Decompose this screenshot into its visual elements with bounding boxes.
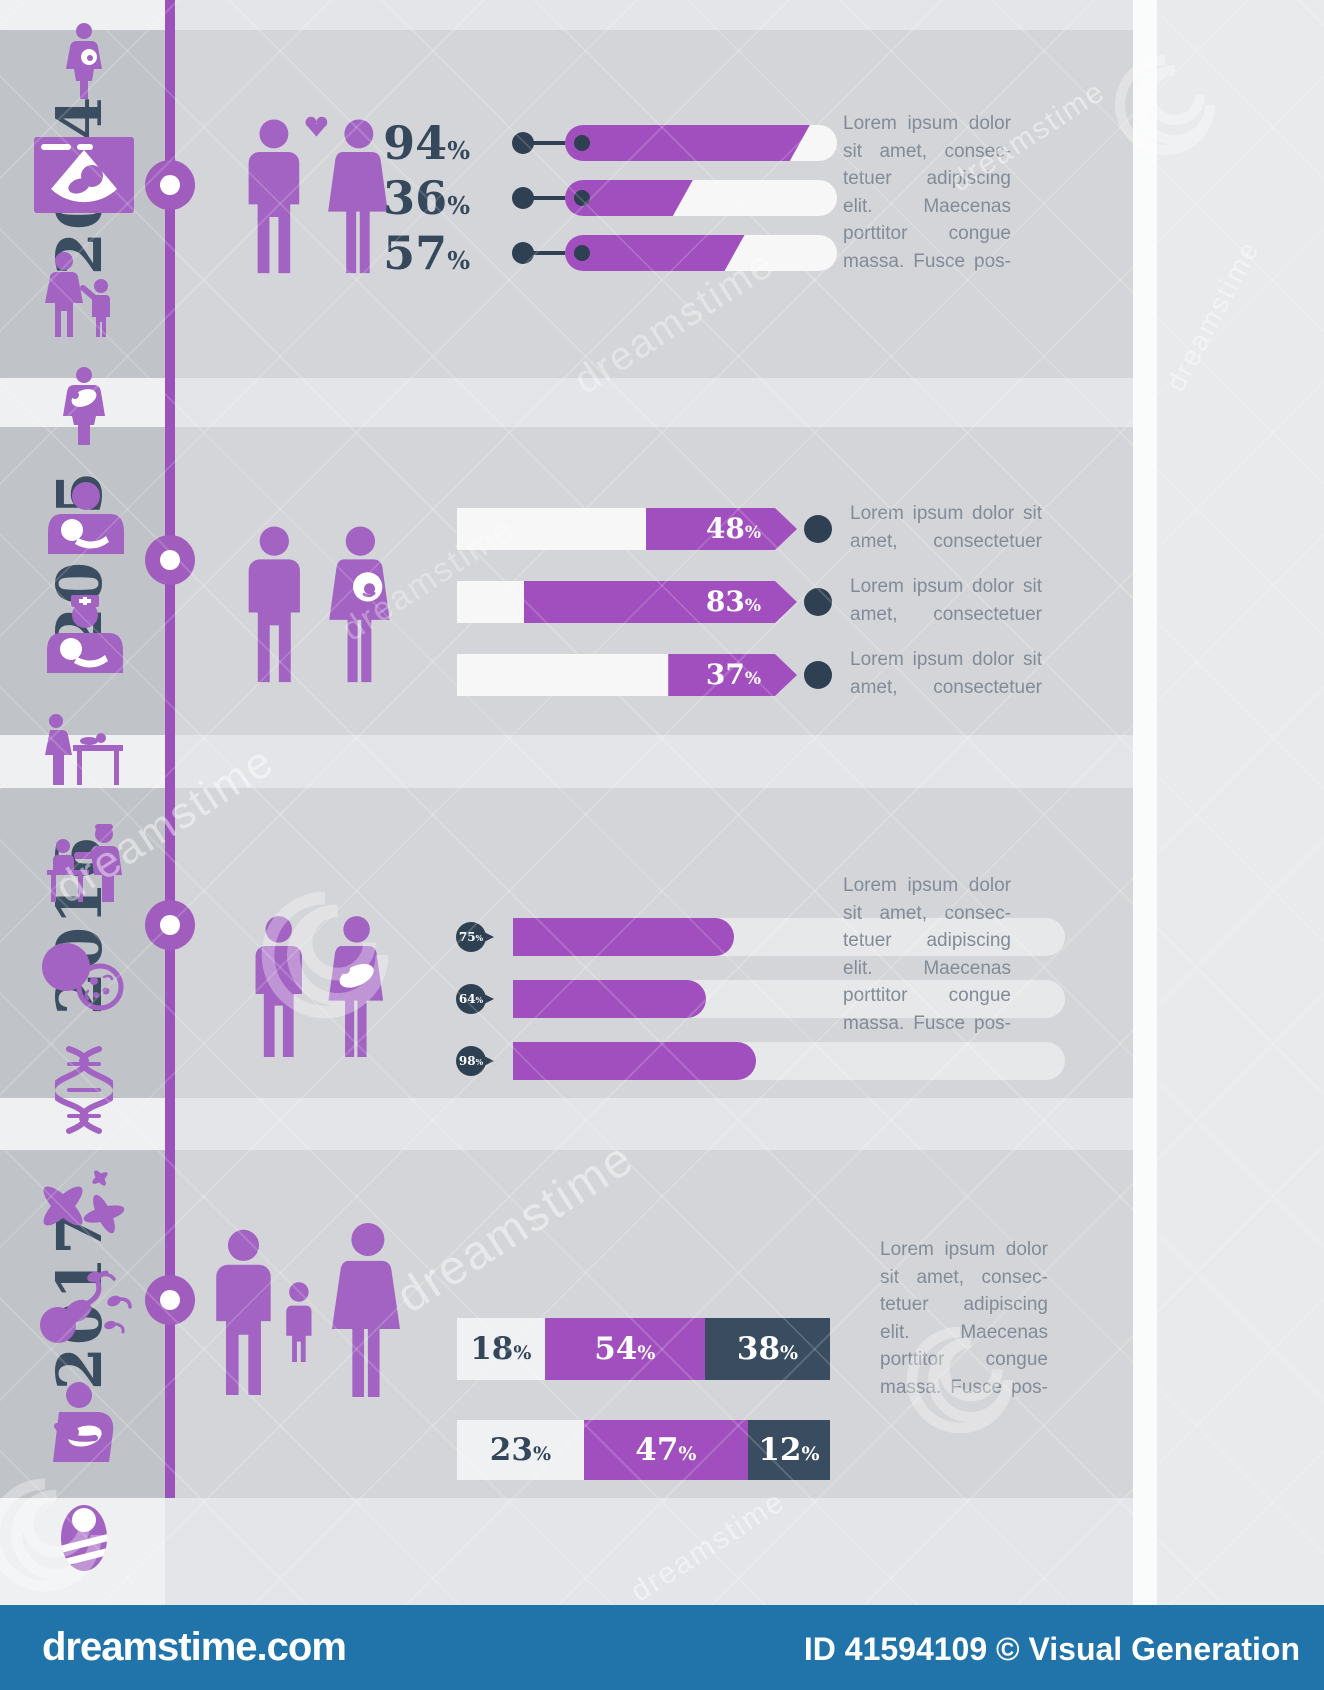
stacked-bar: 18% 54% 38%: [457, 1318, 830, 1380]
bar-start-dot: [574, 245, 590, 261]
footer-bar: dreamstime.com ID 41594109 © Visual Gene…: [0, 1605, 1324, 1690]
bar-fill: 83%: [524, 581, 797, 623]
divider-strip: [1133, 0, 1157, 1605]
caption-2015-2: Lorem ipsum dolor sit amet, consectetuer: [850, 576, 1042, 625]
chromosomes-icon: [0, 1168, 167, 1244]
segment: 38%: [705, 1318, 830, 1380]
timeline-node-2015: [145, 535, 195, 585]
ivf-cell-dish-icon: [0, 941, 167, 1013]
value-label: 36%: [383, 171, 470, 225]
bar-fill: [565, 235, 745, 271]
timeline-node-2017: [145, 1275, 195, 1325]
image-credit: ID 41594109 © Visual Generation: [803, 1631, 1300, 1667]
leader-line: [523, 251, 583, 255]
bar-track: [565, 235, 837, 271]
ultrasound-icon: [0, 137, 167, 213]
bar-start-dot: [574, 190, 590, 206]
leader-line: [523, 196, 583, 200]
bar-fill: 37%: [668, 654, 797, 696]
bar-fill: [513, 1042, 756, 1080]
bar-fill: 48%: [646, 508, 797, 550]
row-2016-left: [0, 788, 165, 1098]
leader-line: [523, 141, 583, 145]
bubble-label: 75%: [456, 922, 494, 952]
bubble-label: 64%: [456, 984, 494, 1014]
caption-2014: Lorem ipsum dolor sit amet, consec-tetuer…: [843, 113, 1011, 272]
caption-2017: Lorem ipsum dolor sit amet, consec-tetuer…: [880, 1239, 1048, 1398]
timeline-line: [165, 0, 175, 1498]
bubble-label: 98%: [456, 1046, 494, 1076]
bar-fill: [513, 980, 707, 1018]
bar-track: [565, 180, 837, 216]
top-gap-main: [165, 0, 1133, 30]
bar-start-dot: [574, 135, 590, 151]
gap2-main: [165, 735, 1133, 788]
pregnant-woman-icon: [0, 23, 167, 101]
bar-track: [565, 125, 837, 161]
end-dot: [804, 588, 832, 616]
swaddled-newborn-icon: [0, 1494, 167, 1576]
bar-track: 83%: [457, 581, 775, 623]
bar-track: 37%: [457, 654, 775, 696]
bar-track: [513, 918, 1065, 956]
caption-2016: Lorem ipsum dolor sit amet, consec-tetuer…: [843, 875, 1011, 1034]
expecting-couple-icon: [248, 526, 390, 683]
parent-cradling-baby-icon: [0, 482, 167, 554]
dreamstime-logo: dreamstime.com: [42, 1625, 347, 1669]
stacked-bar: 23% 47% 12%: [457, 1420, 830, 1480]
bar-track: [513, 1042, 1065, 1080]
segment: 12%: [747, 1420, 830, 1480]
nurse-with-baby-icon: [0, 591, 167, 673]
baby-changing-table-icon: [0, 714, 167, 786]
value-label: 57%: [383, 226, 470, 280]
family-with-child-icon: [216, 1222, 400, 1397]
caption-2015-3: Lorem ipsum dolor sit amet, consectetuer: [850, 649, 1042, 698]
icon-sidebar: [1157, 0, 1324, 1605]
value-label: 94%: [383, 116, 470, 170]
segment: 54%: [544, 1318, 706, 1380]
child-examination-icon: [0, 824, 167, 902]
segment: 18%: [457, 1318, 545, 1380]
mother-and-child-icon: [0, 252, 167, 337]
bar-track: [513, 980, 1065, 1018]
gap1-main: [165, 378, 1133, 427]
gap3-main: [165, 1098, 1133, 1150]
segment: 23%: [457, 1420, 584, 1480]
timeline-node-2014: [145, 160, 195, 210]
timeline-node-2016: [145, 900, 195, 950]
fertilization-sperm-icon: [0, 1267, 167, 1347]
year-label-2016: 2016: [43, 834, 116, 1016]
end-dot: [804, 661, 832, 689]
end-dot: [804, 515, 832, 543]
couple-with-newborn-icon: [255, 916, 384, 1057]
bar-track: 48%: [457, 508, 775, 550]
bar-fill: [565, 125, 810, 161]
segment: 47%: [583, 1420, 748, 1480]
bottom-gap-main: [165, 1498, 1133, 1605]
dna-icon: [0, 1046, 167, 1134]
breastfeeding-icon: [0, 1382, 167, 1464]
row-2015-left: [0, 427, 165, 735]
caption-2015-1: Lorem ipsum dolor sit amet, consectetuer: [850, 503, 1042, 552]
couple-in-love-icon: [248, 116, 388, 274]
woman-holding-baby-icon: [0, 367, 167, 445]
bar-fill: [513, 918, 734, 956]
